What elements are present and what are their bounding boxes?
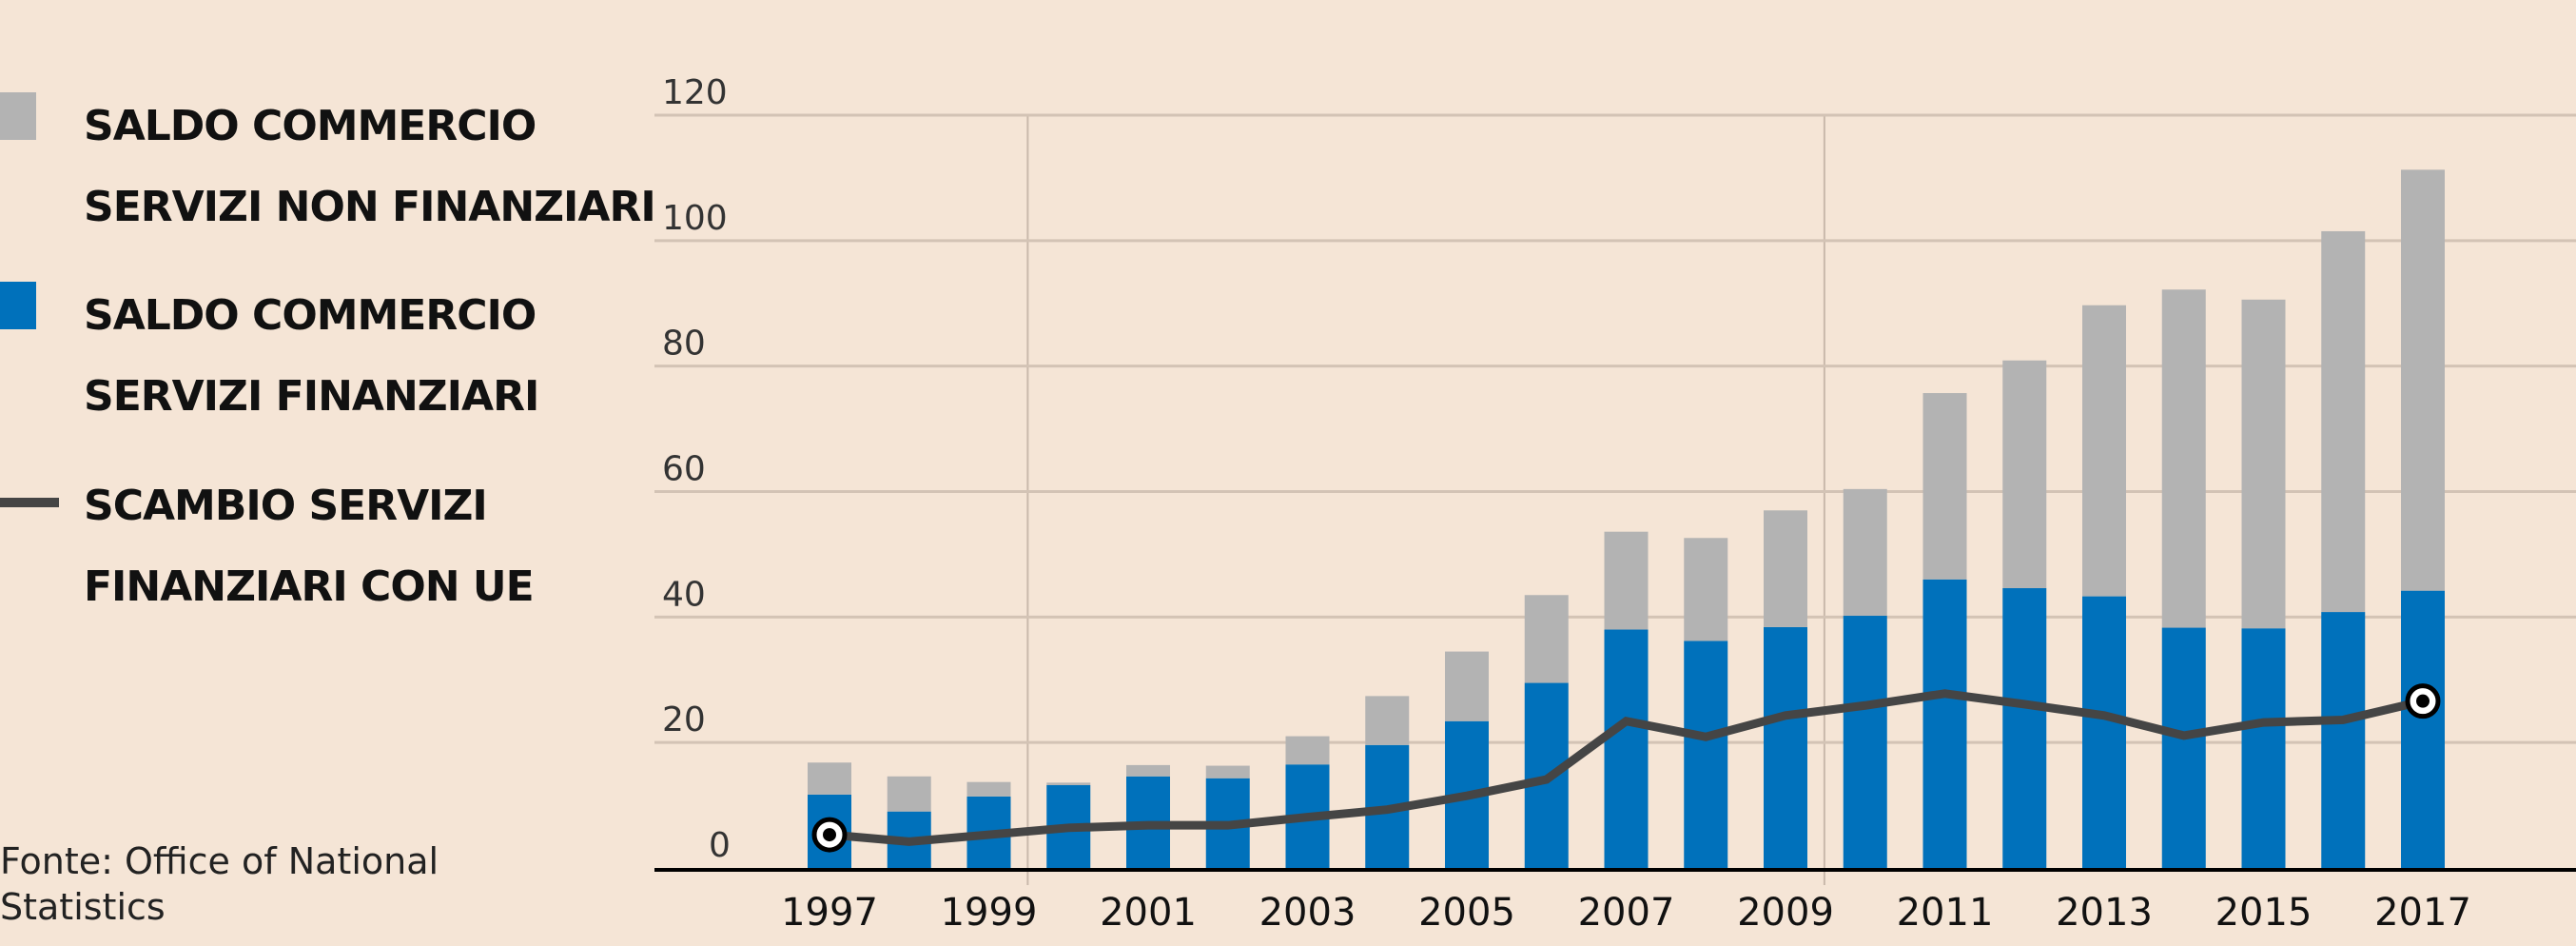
bar-non-financial <box>2401 169 2445 591</box>
source-note: Fonte: Office of National <box>0 840 439 882</box>
bar-non-financial <box>1843 488 1887 617</box>
source-note: Statistics <box>0 886 166 928</box>
bar-non-financial <box>1126 764 1170 777</box>
x-tick-label: 1997 <box>781 891 878 935</box>
bar-non-financial <box>2321 230 2366 613</box>
line-endpoint-dot <box>2416 694 2430 708</box>
legend-label: SERVIZI FINANZIARI <box>84 372 538 421</box>
y-tick-label: 0 <box>709 826 731 865</box>
x-tick-label: 1999 <box>941 891 1038 935</box>
bar-non-financial <box>2082 305 2126 597</box>
y-tick-label: 40 <box>662 575 706 614</box>
legend-label: SERVIZI NON FINANZIARI <box>84 183 655 231</box>
bar-non-financial <box>1205 765 1250 778</box>
bar-non-financial <box>1285 736 1330 765</box>
legend-swatch-financial <box>0 282 36 329</box>
bar-financial <box>2002 588 2047 868</box>
x-tick-label: 2007 <box>1578 891 1675 935</box>
bar-non-financial <box>1764 510 1807 627</box>
bar-financial <box>2241 628 2286 868</box>
legend-label: SALDO COMMERCIO <box>84 291 536 340</box>
bar-financial <box>1764 626 1807 868</box>
legend-swatch-non-financial <box>0 92 36 140</box>
bar-financial <box>1922 579 1967 868</box>
bar-financial <box>2161 627 2206 868</box>
line-series <box>811 683 2441 853</box>
bar-non-financial <box>1604 531 1649 630</box>
line-endpoint-dot <box>823 828 836 842</box>
bar-non-financial <box>1365 696 1410 745</box>
x-tick-label: 2013 <box>2056 891 2153 935</box>
legend-label: FINANZIARI CON UE <box>84 562 534 611</box>
bar-financial <box>1684 641 1728 868</box>
x-tick-label: 2017 <box>2374 891 2471 935</box>
x-tick-label: 2009 <box>1737 891 1834 935</box>
bar-financial <box>2401 590 2445 868</box>
bar-non-financial <box>1445 651 1489 721</box>
line-eu-exchange <box>829 689 2425 846</box>
bar-non-financial <box>966 781 1011 797</box>
x-tick-label: 2011 <box>1897 891 1994 935</box>
bar-non-financial <box>1684 538 1728 641</box>
bar-non-financial <box>2161 289 2206 628</box>
bar-financial <box>1604 629 1649 868</box>
y-tick-label: 120 <box>662 73 728 112</box>
legend-label: SCAMBIO SERVIZI <box>84 482 487 530</box>
y-tick-label: 60 <box>662 450 706 489</box>
y-tick-label: 80 <box>662 325 706 364</box>
x-tick-label: 2001 <box>1100 891 1197 935</box>
x-tick-label: 2005 <box>1418 891 1515 935</box>
bar-non-financial <box>1922 393 1967 580</box>
bar-non-financial <box>1524 595 1569 683</box>
bar-non-financial <box>2002 360 2047 589</box>
bar-non-financial <box>808 762 851 795</box>
y-tick-label: 20 <box>662 700 706 739</box>
legend-label: SALDO COMMERCIO <box>84 102 536 150</box>
axes: 0 20 40 60 80 100 120 1997 1999 2001 2003 2005 2007 2… <box>654 73 2576 935</box>
x-tick-label: 2003 <box>1259 891 1356 935</box>
legend: SALDO COMMERCIO SERVIZI NON FINANZIARI S… <box>0 92 656 611</box>
bar-non-financial <box>887 776 931 812</box>
legend-swatch-line <box>0 498 59 507</box>
bars <box>808 169 2445 868</box>
bar-non-financial <box>2241 299 2286 629</box>
bar-financial <box>2321 612 2366 868</box>
bar-non-financial <box>1046 782 1091 785</box>
y-tick-label: 100 <box>662 199 728 238</box>
x-tick-label: 2015 <box>2215 891 2313 935</box>
bar-financial <box>2082 596 2126 868</box>
bar-financial <box>1843 616 1887 868</box>
